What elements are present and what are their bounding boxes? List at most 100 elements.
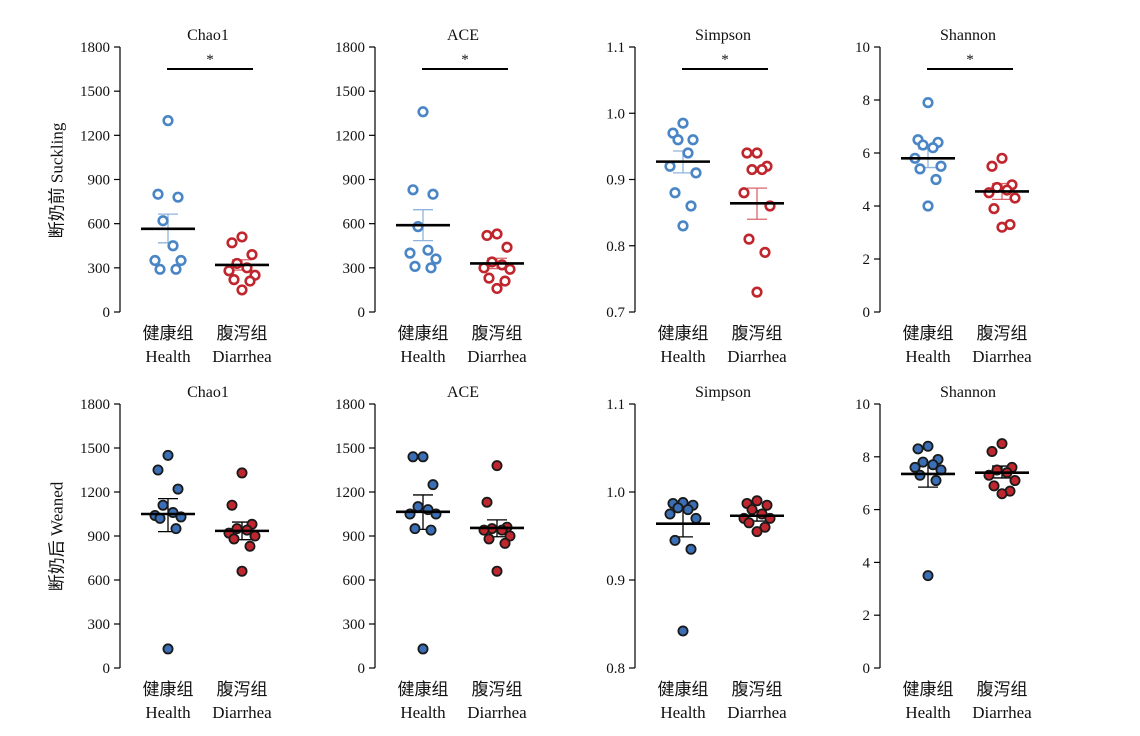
data-point — [157, 499, 169, 511]
data-point — [167, 240, 179, 252]
data-point — [483, 272, 495, 284]
data-point — [1001, 184, 1013, 196]
x-label-en: Diarrhea — [972, 347, 1032, 366]
x-label-cn: 腹泻组 — [732, 680, 783, 699]
data-point — [914, 163, 926, 175]
y-tick-label: 1200 — [80, 485, 110, 501]
y-tick-label: 1200 — [335, 485, 365, 501]
x-label-cn: 健康组 — [658, 680, 709, 699]
y-tick-label: 0.8 — [606, 661, 625, 677]
y-tick-label: 8 — [863, 450, 871, 466]
x-label-cn: 腹泻组 — [217, 324, 268, 343]
data-point — [996, 221, 1008, 233]
panel-title: Simpson — [695, 384, 751, 401]
data-point — [756, 163, 768, 176]
data-point — [501, 241, 513, 253]
data-point — [669, 534, 681, 546]
data-point — [504, 263, 516, 275]
data-point — [690, 512, 702, 524]
data-point — [685, 200, 697, 212]
data-point — [491, 565, 503, 577]
y-tick-label: 6 — [863, 146, 871, 162]
data-point — [483, 533, 495, 545]
data-point — [983, 187, 995, 199]
x-label-en: Diarrhea — [212, 703, 272, 722]
data-point — [223, 265, 235, 277]
data-point — [1009, 192, 1021, 204]
data-point — [930, 173, 942, 186]
data-point — [909, 461, 921, 473]
panel-shannon-weaned: Shannon 0 2 4 6 8 10 健康组 Health 腹泻组 Diarrhea — [855, 384, 1032, 722]
y-tick-label: 600 — [343, 573, 366, 589]
data-point — [425, 524, 437, 536]
data-point — [170, 263, 182, 275]
data-point — [685, 543, 697, 555]
y-tick-label: 4 — [863, 555, 871, 571]
y-tick-label: 900 — [88, 173, 111, 189]
data-point — [409, 260, 421, 272]
y-tick-label: 0.8 — [606, 239, 625, 255]
y-tick-label: 900 — [343, 173, 366, 189]
panel-ace-suckling: ACE 0 300 600 900 1200 1500 1800 健康组 Health 腹泻组 Dia… — [335, 27, 527, 366]
y-tick-label: 2 — [863, 608, 871, 624]
data-point — [417, 451, 429, 463]
data-point — [912, 443, 924, 455]
panel-title: Shannon — [940, 384, 996, 401]
x-label-en: Health — [145, 347, 191, 366]
data-point — [226, 237, 238, 249]
x-label-en: Diarrhea — [212, 347, 272, 366]
y-tick-label: 0 — [103, 305, 111, 321]
y-tick-label: 300 — [88, 261, 111, 277]
data-point — [149, 254, 161, 267]
significance-star: * — [206, 52, 214, 68]
data-point — [228, 274, 240, 286]
data-point — [409, 523, 421, 535]
x-label-cn: 腹泻组 — [472, 680, 523, 699]
data-point — [922, 570, 934, 582]
data-point — [917, 456, 929, 468]
data-point — [743, 517, 755, 529]
data-point — [226, 499, 238, 511]
data-point — [430, 253, 442, 265]
y-tick-label: 6 — [863, 503, 871, 519]
x-label-en: Health — [905, 703, 951, 722]
data-point — [922, 97, 934, 109]
y-tick-label: 300 — [88, 617, 111, 633]
panel-title: ACE — [447, 27, 479, 44]
data-point — [478, 262, 490, 274]
y-tick-label: 0.9 — [606, 173, 625, 189]
data-point — [759, 246, 771, 258]
x-label-en: Health — [400, 347, 446, 366]
data-point — [751, 495, 763, 507]
data-point — [249, 530, 261, 542]
y-tick-label: 1500 — [80, 84, 110, 100]
data-point — [228, 533, 240, 545]
data-point — [427, 188, 439, 200]
data-point — [986, 446, 998, 458]
y-tick-label: 0 — [358, 305, 366, 321]
y-tick-label: 10 — [855, 397, 870, 413]
y-tick-label: 1.0 — [606, 485, 625, 501]
significance-star: * — [721, 52, 729, 68]
data-point — [664, 508, 676, 520]
data-point — [417, 643, 429, 655]
data-point — [246, 248, 258, 261]
data-point — [761, 499, 773, 511]
data-point — [751, 147, 763, 159]
data-point — [917, 139, 929, 151]
panel-title: ACE — [447, 384, 479, 401]
y-tick-label: 2 — [863, 252, 871, 268]
data-point — [486, 256, 498, 268]
data-point — [922, 200, 934, 212]
data-point — [236, 565, 248, 577]
y-tick-label: 600 — [88, 217, 111, 233]
data-point — [170, 523, 182, 535]
data-point — [743, 233, 755, 245]
data-point — [172, 483, 184, 495]
data-point — [672, 502, 684, 514]
data-point — [162, 643, 174, 655]
y-tick-label: 1800 — [335, 397, 365, 413]
data-point — [746, 163, 758, 176]
data-point — [504, 530, 516, 542]
